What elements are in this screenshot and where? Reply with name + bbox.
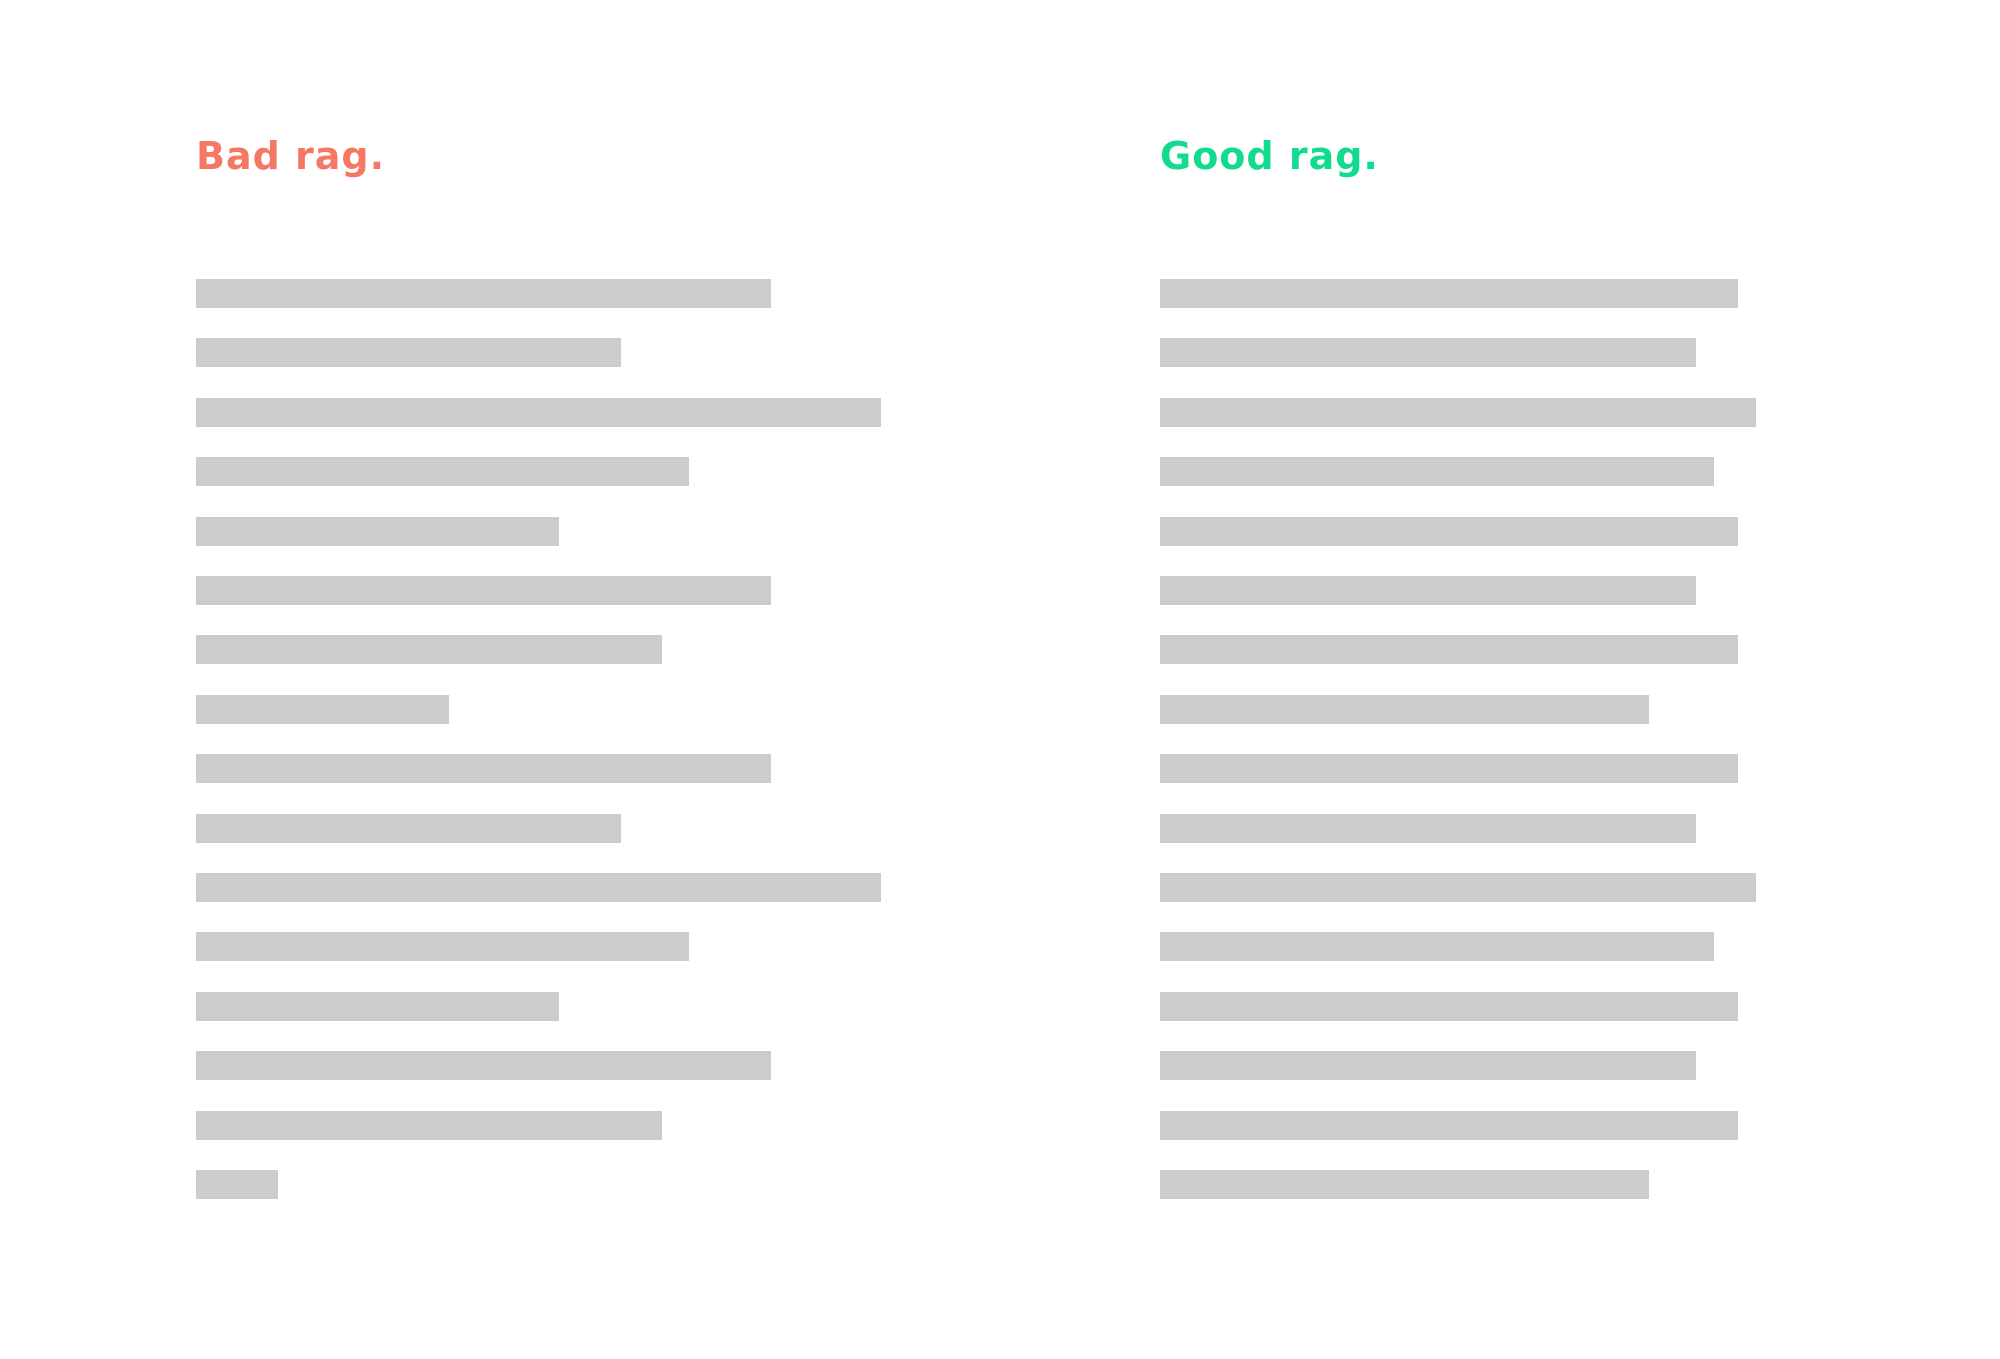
text-line-bar bbox=[1160, 1111, 1738, 1140]
text-line-bar bbox=[1160, 1051, 1696, 1080]
text-line-bar bbox=[1160, 695, 1649, 724]
text-line-bar bbox=[1160, 814, 1696, 843]
bad-rag-title: Bad rag. bbox=[196, 134, 386, 178]
text-line-bar bbox=[1160, 338, 1696, 367]
text-line-bar bbox=[196, 1051, 771, 1080]
text-line-bar bbox=[1160, 576, 1696, 605]
text-line-bar bbox=[1160, 279, 1738, 308]
text-line-bar bbox=[196, 635, 662, 664]
text-line-bar bbox=[1160, 635, 1738, 664]
text-line-bar bbox=[1160, 517, 1738, 546]
text-line-bar bbox=[1160, 932, 1714, 961]
text-line-bar bbox=[196, 457, 689, 486]
text-line-bar bbox=[196, 754, 771, 783]
text-line-bar bbox=[1160, 992, 1738, 1021]
text-line-bar bbox=[1160, 1170, 1649, 1199]
text-line-bar bbox=[196, 992, 559, 1021]
text-line-bar bbox=[1160, 754, 1738, 783]
good-rag-title: Good rag. bbox=[1160, 134, 1379, 178]
text-line-bar bbox=[196, 695, 449, 724]
text-line-bar bbox=[1160, 398, 1756, 427]
text-line-bar bbox=[1160, 457, 1714, 486]
text-line-bar bbox=[196, 398, 881, 427]
text-line-bar bbox=[196, 1170, 278, 1199]
text-line-bar bbox=[1160, 873, 1756, 902]
text-line-bar bbox=[196, 279, 771, 308]
text-line-bar bbox=[196, 1111, 662, 1140]
text-line-bar bbox=[196, 576, 771, 605]
text-line-bar bbox=[196, 517, 559, 546]
text-line-bar bbox=[196, 814, 621, 843]
text-line-bar bbox=[196, 932, 689, 961]
text-line-bar bbox=[196, 873, 881, 902]
text-line-bar bbox=[196, 338, 621, 367]
